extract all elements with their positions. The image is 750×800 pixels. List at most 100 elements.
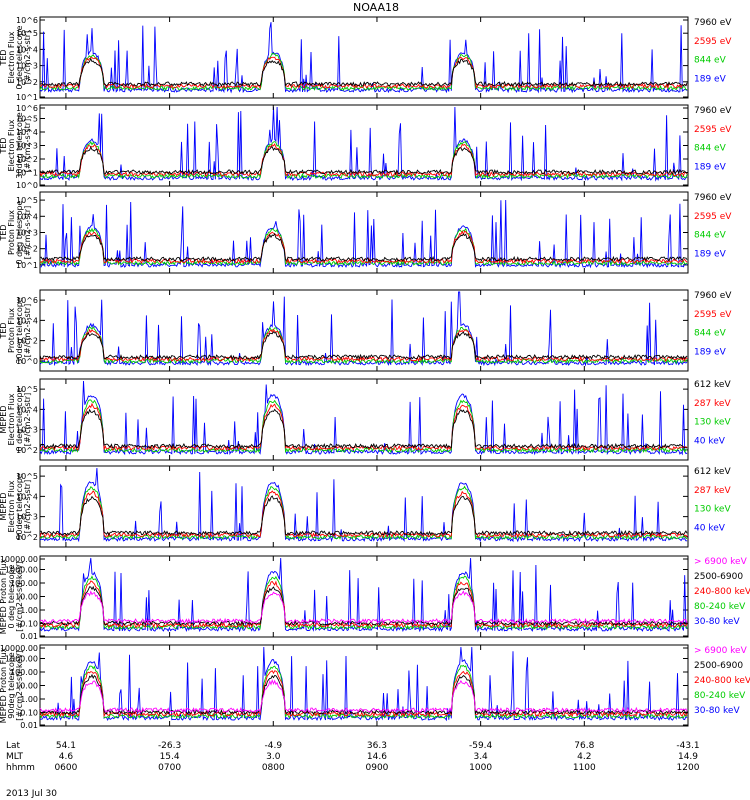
x-row-value: 14.6 [367,752,387,762]
trace-4 [39,495,688,537]
x-row-value: 0600 [54,763,77,773]
y-tick-label: 10^4 [16,405,38,414]
y-axis-label: [#/cm2-s-str] [23,393,32,446]
y-tick-label: 10^4 [16,492,38,501]
trace-3 [39,670,688,718]
x-row-value: 3.4 [473,752,488,762]
trace-3 [39,580,688,629]
y-axis-label: [#/cm2-s-str] [23,304,32,357]
x-row-value: 4.2 [577,752,591,762]
y-tick-label: 10^4 [16,128,38,137]
legend-entry: 287 keV [694,486,731,496]
y-axis-label: MEPED [0,406,8,434]
trace-3 [39,490,688,539]
trace-1 [39,22,688,94]
legend-entry: 612 keV [694,467,731,477]
y-tick-label: 10^1 [16,93,38,102]
legend-entry: 7960 eV [694,193,732,203]
x-row-value: 15.4 [160,752,180,762]
y-axis-label: [#/cm2-s-str-keV] [15,561,24,632]
x-row-value: -43.1 [676,741,699,751]
y-axis-label: 30deg telescope [15,297,24,364]
trace-4 [39,57,688,88]
panel-3: 10^1 10^2 10^3 10^4 10^5 TED Proton Flux 0 deg … [0,191,732,274]
panel-4: 10^0 10^2 10^4 10^6 TED Proton Flux 30deg tele… [0,289,732,372]
y-axis-label: 0 deg telescope [15,200,24,264]
x-row-value: 4.6 [59,752,74,762]
y-axis-label: Proton Flux [7,210,16,255]
trace-1 [39,467,688,543]
legend-entry: > 6900 keV [694,557,748,567]
y-tick-label: 10000.00 [0,644,38,653]
trace-1 [39,106,688,182]
trace-2 [39,227,688,267]
trace-2 [39,575,688,631]
y-tick-label: 10^2 [16,245,38,254]
y-tick-label: 10^1 [16,169,38,178]
legend-entry: > 6900 keV [694,646,748,656]
y-tick-label: 0.01 [20,721,38,730]
panel-frame [39,16,689,99]
y-tick-label: 10^6 [16,16,38,25]
trace-3 [39,143,688,178]
chart-title: NOAA18 [353,1,399,14]
x-row-value: 1100 [573,763,596,773]
legend-entry: 287 keV [694,399,731,409]
panel-6: 10^2 10^3 10^4 10^5 MEPED Electron Flux 90deg … [0,465,731,548]
x-row-value: 54.1 [56,741,76,751]
x-row-value: -59.4 [469,741,493,751]
y-axis-label: 90deg telescope [7,652,16,719]
y-tick-label: 100.00 [10,668,38,677]
y-axis-label: 0 deg telescope [15,387,24,451]
trace-1 [39,199,688,269]
x-row-value: 14.9 [678,752,698,762]
trace-3 [40,56,688,90]
legend-entry: 844 eV [694,56,727,66]
trace-4 [39,330,688,361]
legend-entry: 2595 eV [694,212,732,222]
date-label: 2013 Jul 30 [6,789,57,799]
legend-entry: 130 keV [694,418,731,428]
legend-entry: 7960 eV [694,106,732,116]
y-tick-label: 10^4 [16,316,38,325]
y-axis-label: [#/cm2-s-str] [23,480,32,533]
panel-7: 0.01 0.10 1.00 10.00 100.00 1000.00 10000.00ME… [0,555,750,641]
legend-entry: 30-80 keV [694,617,740,627]
y-tick-label: 10^2 [16,446,38,455]
x-row-value: 0700 [158,763,181,773]
x-row-value: 76.8 [574,741,594,751]
panel-frame [39,465,689,548]
x-row-label: MLT [6,752,24,762]
panel-frame [39,378,689,461]
trace-5 [39,678,688,714]
y-tick-label: 10000.00 [0,555,38,564]
y-axis-label: TED [0,322,8,339]
y-tick-label: 10^5 [16,472,38,481]
trace-2 [39,485,688,541]
x-row-value: 3.0 [266,752,281,762]
trace-3 [39,328,688,363]
y-tick-label: 10^0 [16,181,38,190]
y-axis-label: 0 deg telescope [15,25,24,89]
y-tick-label: 1.00 [20,695,38,704]
panel-1: 10^1 10^2 10^3 10^4 10^5 10^6 TED Electron Flux… [0,16,732,102]
trace-4 [39,408,688,450]
legend-entry: 189 eV [694,347,727,357]
y-tick-label: 10^2 [16,155,38,164]
legend-entry: 2500-6900 [694,572,743,582]
trace-4 [39,673,688,716]
legend-entry: 40 keV [694,523,726,533]
y-tick-label: 10^1 [16,261,38,270]
x-axis-table: Lat 54.1 -26.3 -4.9 36.3 -59.4 76.8 -43.1 MLT 4.6… [6,741,700,773]
trace-1 [39,291,688,367]
y-tick-label: 10^5 [16,196,38,205]
y-tick-label: 1000.00 [5,655,38,664]
y-axis-label: [#/cm2-s-str] [23,206,32,259]
legend-entry: 240-800 keV [694,587,750,597]
x-row-value: 36.3 [367,741,387,751]
legend-entry: 612 keV [694,380,731,390]
legend-entry: 189 eV [694,249,727,259]
y-tick-label: 1.00 [20,606,38,615]
